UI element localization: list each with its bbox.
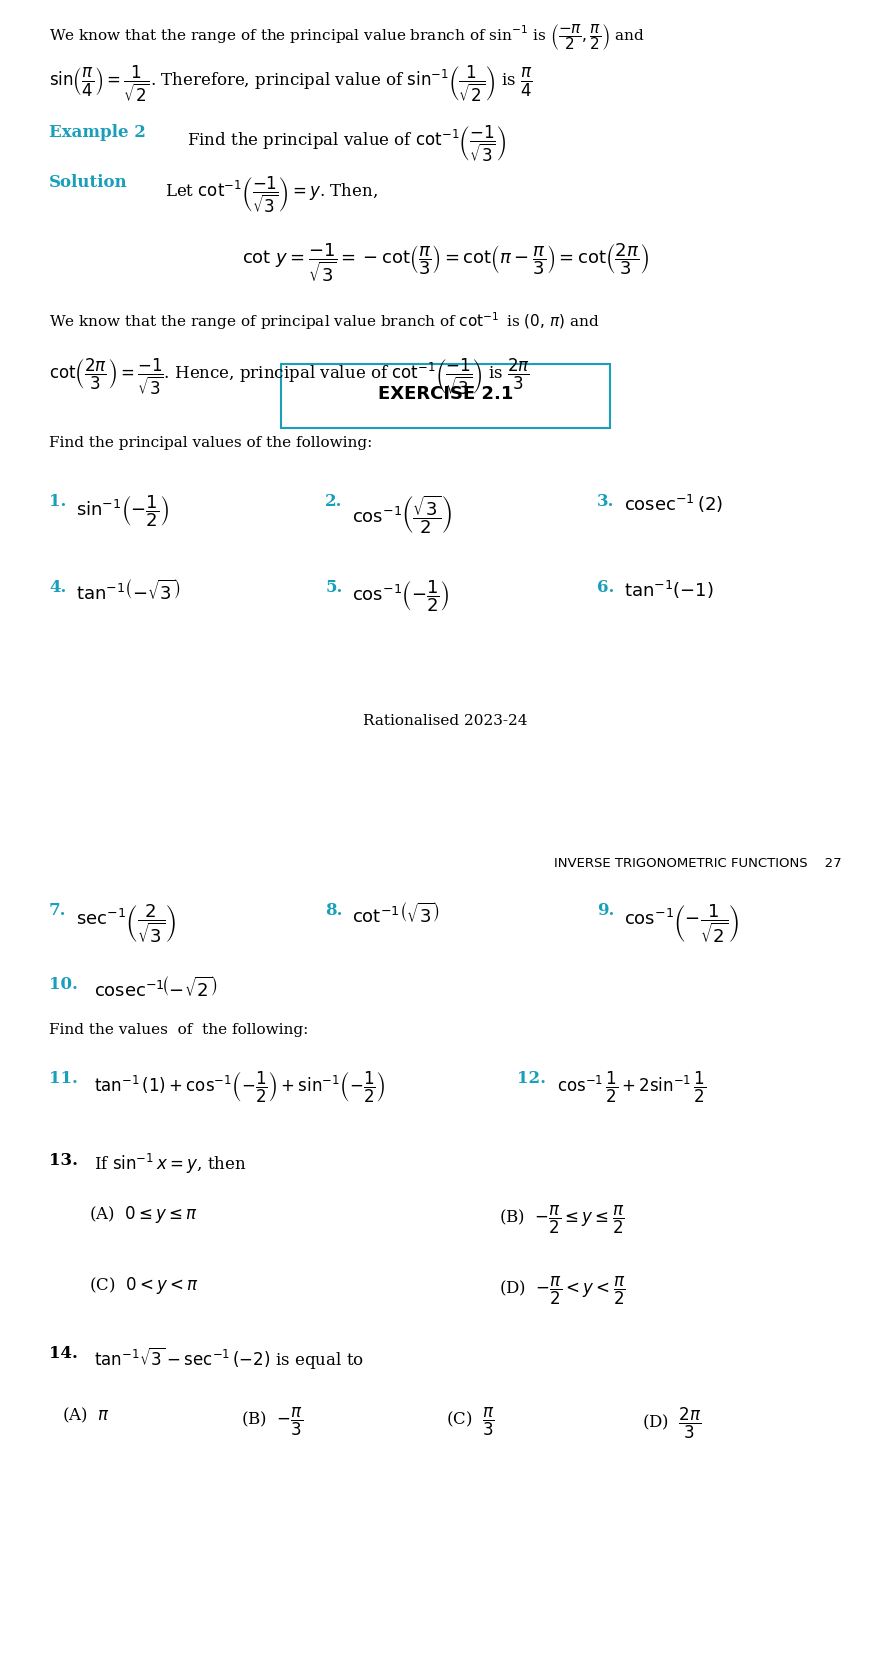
Text: $\mathrm{cosec}^{-1}\!\left(-\sqrt{2}\right)$: $\mathrm{cosec}^{-1}\!\left(-\sqrt{2}\ri…: [94, 976, 217, 1001]
Text: 10.: 10.: [49, 976, 78, 993]
Text: EXERCISE 2.1: EXERCISE 2.1: [378, 386, 513, 402]
Text: We know that the range of principal value branch of $\cot^{-1}$ is $(0,\, \pi)$ : We know that the range of principal valu…: [49, 310, 600, 332]
Text: $\sin^{-1}\!\left(-\dfrac{1}{2}\right)$: $\sin^{-1}\!\left(-\dfrac{1}{2}\right)$: [76, 493, 169, 528]
Text: (D)  $-\dfrac{\pi}{2} < y < \dfrac{\pi}{2}$: (D) $-\dfrac{\pi}{2} < y < \dfrac{\pi}{2…: [499, 1275, 625, 1306]
Text: $\sec^{-1}\!\left(\dfrac{2}{\sqrt{3}}\right)$: $\sec^{-1}\!\left(\dfrac{2}{\sqrt{3}}\ri…: [76, 902, 176, 946]
Text: $\mathrm{cosec}^{-1}\,(2)$: $\mathrm{cosec}^{-1}\,(2)$: [624, 493, 723, 515]
Text: 6.: 6.: [597, 579, 615, 595]
Text: 14.: 14.: [49, 1345, 78, 1362]
Text: 3.: 3.: [597, 493, 615, 510]
Text: $\sin\!\left(\dfrac{\pi}{4}\right) = \dfrac{1}{\sqrt{2}}$. Therefore, principal : $\sin\!\left(\dfrac{\pi}{4}\right) = \df…: [49, 64, 533, 104]
Text: $\tan^{-1}\!\left(-\sqrt{3}\right)$: $\tan^{-1}\!\left(-\sqrt{3}\right)$: [76, 579, 181, 604]
Text: 8.: 8.: [325, 902, 343, 919]
Text: Find the principal values of the following:: Find the principal values of the followi…: [49, 436, 372, 449]
Text: $\cos^{-1}\!\left(-\dfrac{1}{\sqrt{2}}\right)$: $\cos^{-1}\!\left(-\dfrac{1}{\sqrt{2}}\r…: [624, 902, 740, 946]
Text: 4.: 4.: [49, 579, 67, 595]
Text: 7.: 7.: [49, 902, 67, 919]
Text: 13.: 13.: [49, 1152, 78, 1169]
Text: $\tan^{-1}(1) + \cos^{-1}\!\left(-\dfrac{1}{2}\right) + \sin^{-1}\!\left(-\dfrac: $\tan^{-1}(1) + \cos^{-1}\!\left(-\dfrac…: [94, 1070, 385, 1105]
Text: $\tan^{-1}\!\sqrt{3} - \sec^{-1}(-2)$ is equal to: $\tan^{-1}\!\sqrt{3} - \sec^{-1}(-2)$ is…: [94, 1345, 364, 1372]
Text: Example 2: Example 2: [49, 124, 146, 141]
Text: Solution: Solution: [49, 174, 127, 191]
Text: (C)  $\dfrac{\pi}{3}$: (C) $\dfrac{\pi}{3}$: [446, 1405, 495, 1437]
Text: $\tan^{-1}\!(-1)$: $\tan^{-1}\!(-1)$: [624, 579, 714, 600]
Text: Find the principal value of $\cot^{-1}\!\left(\dfrac{-1}{\sqrt{3}}\right)$: Find the principal value of $\cot^{-1}\!…: [187, 124, 506, 164]
Text: 2.: 2.: [325, 493, 343, 510]
Text: If $\sin^{-1} x = y$, then: If $\sin^{-1} x = y$, then: [94, 1152, 246, 1176]
Text: Rationalised 2023-24: Rationalised 2023-24: [364, 714, 527, 728]
Text: Let $\cot^{-1}\!\left(\dfrac{-1}{\sqrt{3}}\right) = y$. Then,: Let $\cot^{-1}\!\left(\dfrac{-1}{\sqrt{3…: [165, 174, 378, 215]
Text: (B)  $-\dfrac{\pi}{2} \leq y \leq \dfrac{\pi}{2}$: (B) $-\dfrac{\pi}{2} \leq y \leq \dfrac{…: [499, 1204, 625, 1236]
FancyBboxPatch shape: [281, 364, 610, 428]
Text: $\cos^{-1}\dfrac{1}{2} + 2\sin^{-1}\dfrac{1}{2}$: $\cos^{-1}\dfrac{1}{2} + 2\sin^{-1}\dfra…: [557, 1070, 706, 1105]
Text: We know that the range of the principal value branch of sin$^{-1}$ is $\left(\df: We know that the range of the principal …: [49, 22, 645, 52]
Text: (C)  $0 < y < \pi$: (C) $0 < y < \pi$: [89, 1275, 199, 1296]
Text: INVERSE TRIGONOMETRIC FUNCTIONS    27: INVERSE TRIGONOMETRIC FUNCTIONS 27: [554, 857, 842, 870]
Text: $\cot^{-1}\!\left(\sqrt{3}\right)$: $\cot^{-1}\!\left(\sqrt{3}\right)$: [352, 902, 440, 927]
Text: 12.: 12.: [517, 1070, 546, 1087]
Text: (D)  $\dfrac{2\pi}{3}$: (D) $\dfrac{2\pi}{3}$: [642, 1405, 701, 1441]
Text: $\cot\!\left(\dfrac{2\pi}{3}\right) = \dfrac{-1}{\sqrt{3}}$. Hence, principal va: $\cot\!\left(\dfrac{2\pi}{3}\right) = \d…: [49, 357, 530, 397]
Text: (A)  $0 \leq y \leq \pi$: (A) $0 \leq y \leq \pi$: [89, 1204, 198, 1226]
Text: (A)  $\pi$: (A) $\pi$: [62, 1405, 110, 1424]
Text: 9.: 9.: [597, 902, 615, 919]
Text: $\cos^{-1}\!\left(\dfrac{\sqrt{3}}{2}\right)$: $\cos^{-1}\!\left(\dfrac{\sqrt{3}}{2}\ri…: [352, 493, 453, 535]
Text: 1.: 1.: [49, 493, 67, 510]
Text: Find the values  of  the following:: Find the values of the following:: [49, 1023, 308, 1036]
Text: (B)  $-\dfrac{\pi}{3}$: (B) $-\dfrac{\pi}{3}$: [241, 1405, 303, 1437]
Text: 11.: 11.: [49, 1070, 78, 1087]
Text: $\cos^{-1}\!\left(-\dfrac{1}{2}\right)$: $\cos^{-1}\!\left(-\dfrac{1}{2}\right)$: [352, 579, 450, 614]
Text: 5.: 5.: [325, 579, 343, 595]
Text: $\cot\, y = \dfrac{-1}{\sqrt{3}} = -\cot\!\left(\dfrac{\pi}{3}\right) = \cot\!\l: $\cot\, y = \dfrac{-1}{\sqrt{3}} = -\cot…: [241, 241, 650, 285]
